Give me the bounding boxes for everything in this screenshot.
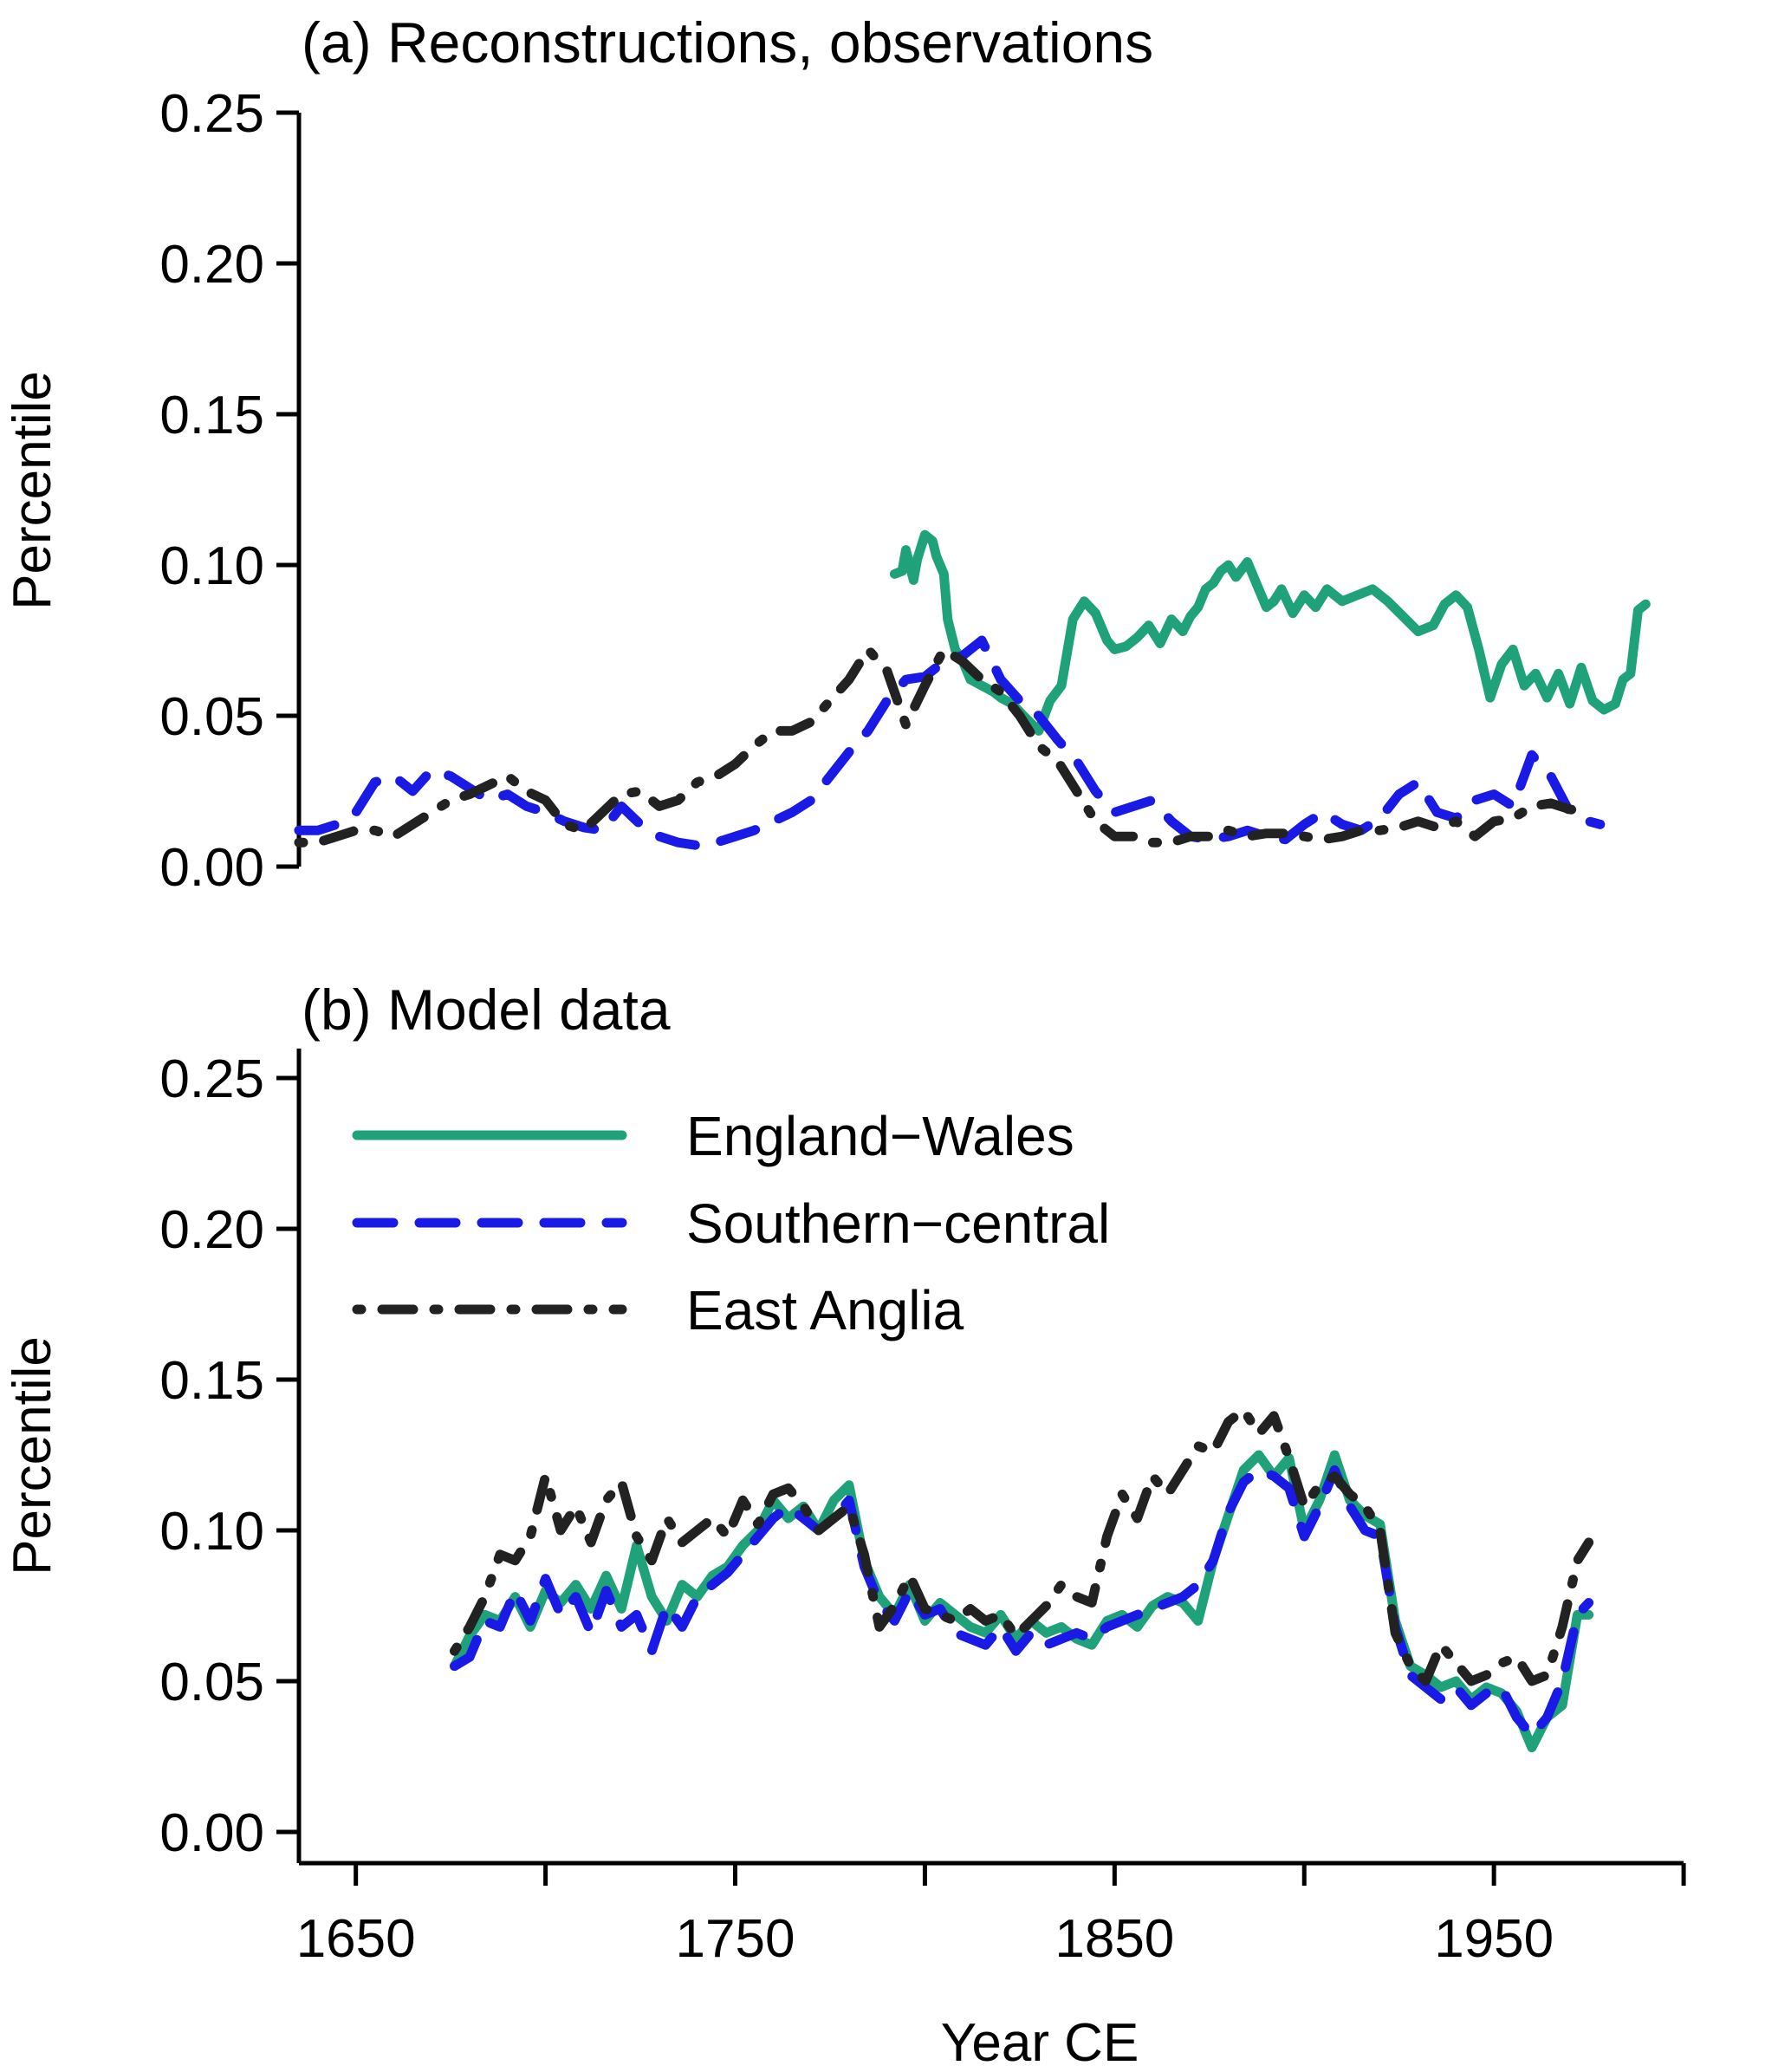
panel-b-y-tick-label: 0.00 (159, 1803, 264, 1863)
x-axis-label: Year CE (941, 2013, 1139, 2072)
panel-a-y-tick-label: 0.15 (159, 386, 264, 445)
panel-a-y-tick-label: 0.00 (159, 838, 264, 898)
panel-b-y-tick-label: 0.25 (159, 1049, 264, 1109)
panel-a-y-axis-label: Percentile (3, 371, 62, 610)
panel-a-reconstructions: (a) Reconstructions, observations Percen… (3, 10, 1651, 898)
panel-b-y-tick-label: 0.20 (159, 1200, 264, 1260)
x-tick-label: 1750 (676, 1909, 795, 1969)
x-tick-label: 1850 (1054, 1909, 1174, 1969)
x-tick-label: 1950 (1434, 1909, 1554, 1969)
panel-a-series-southern-central (294, 635, 1606, 851)
panel-b-y-tick-label: 0.15 (159, 1351, 264, 1411)
panel-a-y-tick-label: 0.20 (159, 235, 264, 295)
legend-label-southern-central: Southern−central (686, 1192, 1110, 1255)
panel-b-series-southern-central (450, 1465, 1594, 1741)
panel-b-y-axis-label: Percentile (3, 1336, 62, 1575)
legend-label-east-anglia: East Anglia (686, 1279, 964, 1341)
panel-b-axes: 0.00 0.05 0.10 0.15 0.20 0.25 1650 1750 1850 1950 (159, 1049, 1686, 1969)
panel-a-series-east-anglia (294, 644, 1594, 848)
legend: England−Wales Southern−central East Angl… (352, 1105, 1110, 1341)
panel-b-series (450, 1405, 1594, 1753)
panel-a-series (294, 529, 1651, 851)
x-tick-label: 1650 (296, 1909, 416, 1969)
panel-b-title: (b) Model data (302, 978, 671, 1042)
panel-a-y-tick-label: 0.25 (159, 84, 264, 144)
panel-b-y-tick-label: 0.10 (159, 1502, 264, 1562)
panel-a-title: (a) Reconstructions, observations (302, 10, 1153, 75)
panel-a-axes: 0.00 0.05 0.10 0.15 0.20 0.25 (159, 84, 302, 898)
panel-b-y-tick-label: 0.05 (159, 1653, 264, 1712)
panel-a-series-england-wales (889, 529, 1651, 736)
panel-b-model-data: (b) Model data Percentile Year CE 0.000.… (3, 978, 1686, 2072)
legend-label-england-wales: England−Wales (686, 1105, 1074, 1167)
panel-a-y-tick-label: 0.10 (159, 536, 264, 596)
panel-b-series-east-anglia (450, 1405, 1594, 1686)
panel-a-y-tick-label: 0.05 (159, 687, 264, 747)
